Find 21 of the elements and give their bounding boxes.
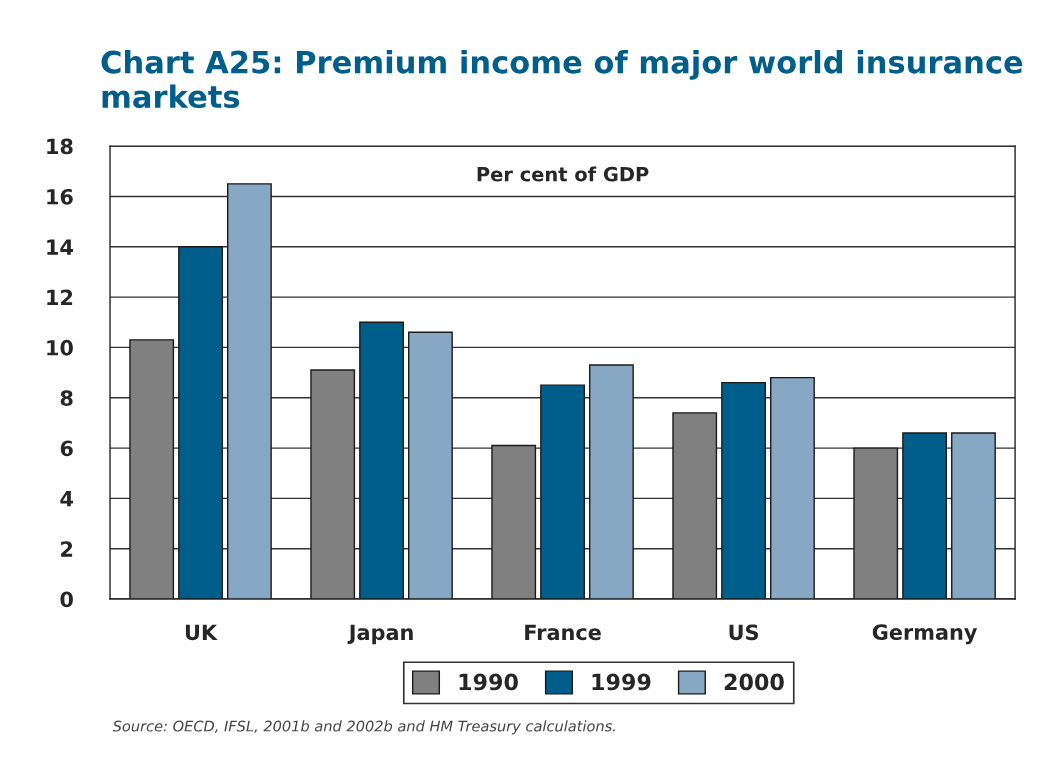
y-tick-label: 18 bbox=[47, 138, 73, 155]
y-axis-title: Per cent of GDP bbox=[477, 166, 649, 182]
x-tick-label: Germany bbox=[872, 624, 978, 645]
legend-label: 2000 bbox=[724, 673, 784, 691]
chart-title: Chart A25: Premium income of major world insurance markets bbox=[101, 49, 1023, 109]
y-tick-label: 2 bbox=[61, 541, 73, 557]
y-tick-label: 12 bbox=[47, 289, 73, 306]
legend-label: 1990 bbox=[459, 673, 518, 691]
y-tick-label: 0 bbox=[60, 591, 73, 608]
y-tick-label: 14 bbox=[47, 239, 73, 255]
source-note: Source: OECD, IFSL, 2001b and 2002b and HM Treasury calculations. bbox=[112, 720, 615, 735]
x-tick-label: Japan bbox=[347, 624, 413, 645]
legend-label: 1999 bbox=[592, 673, 651, 691]
y-tick-label: 4 bbox=[60, 491, 73, 507]
y-tick-label: 10 bbox=[47, 339, 73, 356]
x-tick-label: UK bbox=[185, 624, 218, 641]
x-tick-label: US bbox=[729, 624, 759, 641]
y-tick-label: 6 bbox=[60, 440, 73, 457]
y-tick-label: 16 bbox=[47, 188, 73, 205]
y-tick-label: 8 bbox=[60, 390, 73, 406]
x-tick-label: France bbox=[525, 624, 601, 641]
